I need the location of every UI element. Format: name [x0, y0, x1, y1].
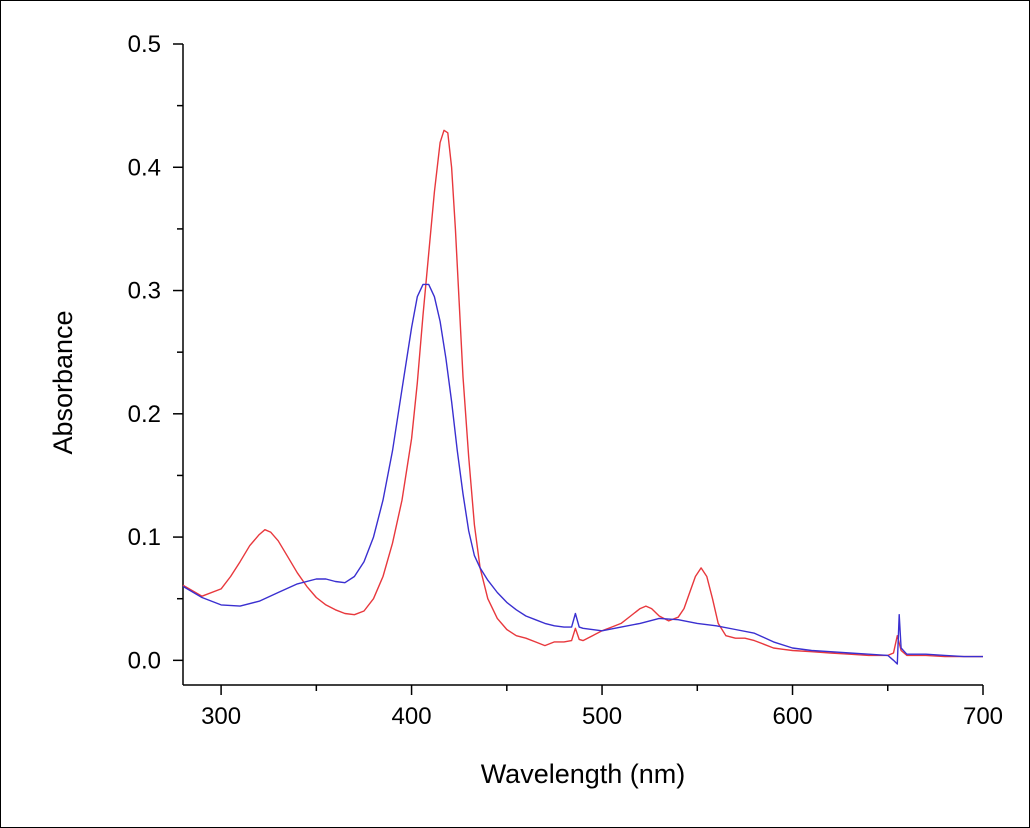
y-axis-title: Absorbance [48, 310, 78, 454]
x-tick-label: 700 [963, 703, 1003, 730]
y-tick-label: 0.1 [128, 524, 161, 551]
series-line-blue [182, 283, 983, 665]
x-tick-label: 300 [201, 703, 241, 730]
y-ticks: 0.0 0.1 0.2 0.3 0.4 0.5 [128, 31, 183, 674]
x-tick-label: 600 [773, 703, 813, 730]
series-group [182, 129, 983, 665]
axes [182, 44, 983, 686]
y-tick-label: 0.4 [128, 154, 161, 181]
x-axis-title: Wavelength (nm) [481, 759, 686, 789]
x-ticks: 300 400 500 600 700 [201, 685, 1003, 730]
y-tick-label: 0.2 [128, 401, 161, 428]
y-tick-label: 0.5 [128, 31, 161, 58]
x-tick-label: 500 [582, 703, 622, 730]
y-tick-label: 0.3 [128, 278, 161, 305]
y-tick-label: 0.0 [128, 647, 161, 674]
series-line-red [182, 129, 983, 658]
x-tick-label: 400 [392, 703, 432, 730]
